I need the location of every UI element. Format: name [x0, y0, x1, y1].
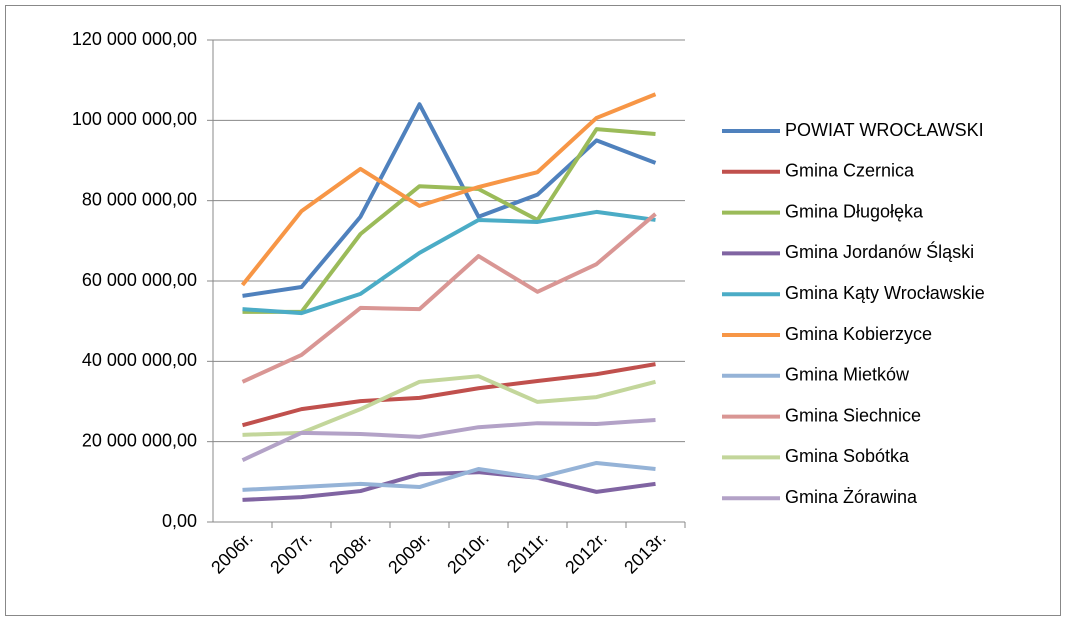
y-tick-label: 40 000 000,00	[82, 350, 197, 370]
series-line	[240, 92, 657, 287]
legend-label: Gmina Kąty Wrocławskie	[785, 283, 985, 303]
y-tick-label: 60 000 000,00	[82, 270, 197, 290]
y-tick-label: 20 000 000,00	[82, 430, 197, 450]
series-line	[242, 374, 657, 437]
legend-label: Gmina Mietków	[785, 365, 910, 385]
y-tick-label: 100 000 000,00	[72, 109, 197, 129]
legend-label: Gmina Sobótka	[785, 446, 910, 466]
series-line	[242, 209, 656, 316]
legend-label: Gmina Czernica	[785, 161, 915, 181]
legend-label: POWIAT WROCŁAWSKI	[785, 120, 984, 140]
series-line	[241, 417, 656, 462]
legend-label: Gmina Kobierzyce	[785, 324, 932, 344]
series-line	[242, 127, 656, 314]
chart-border	[5, 5, 1061, 616]
y-tick-label: 80 000 000,00	[82, 189, 197, 209]
legend-label: Gmina Jordanów Śląski	[785, 241, 974, 262]
legend-label: Gmina Żórawina	[785, 487, 918, 507]
series-line	[242, 102, 657, 298]
series-line	[241, 212, 657, 384]
series-line	[241, 362, 656, 428]
legend-label: Gmina Siechnice	[785, 405, 921, 425]
legend-label: Gmina Długołęka	[785, 201, 924, 221]
series-line	[242, 460, 656, 492]
y-tick-label: 0,00	[162, 511, 197, 531]
series-line	[242, 470, 656, 502]
y-tick-label: 120 000 000,00	[72, 29, 197, 49]
